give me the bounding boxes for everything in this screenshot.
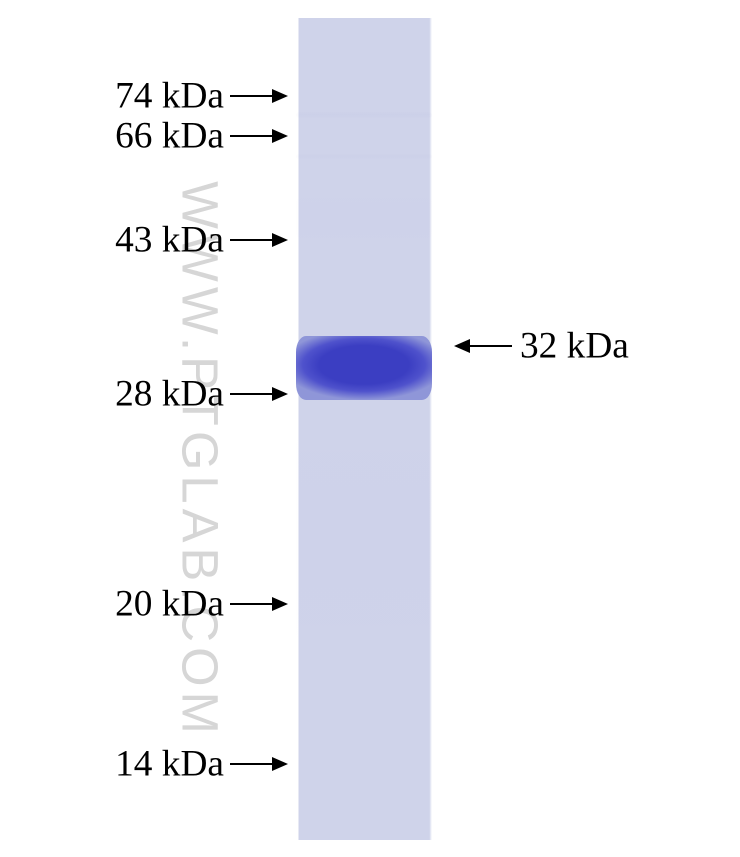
marker-arrow — [230, 95, 288, 97]
marker-arrow — [230, 603, 288, 605]
marker-arrow — [230, 393, 288, 395]
marker-label: 74 kDa — [115, 75, 224, 118]
marker-label: 28 kDa — [115, 373, 224, 416]
marker-label: 20 kDa — [115, 583, 224, 626]
marker-arrow — [230, 135, 288, 137]
product-size-label: 32 kDa — [520, 325, 629, 368]
lane-smudge — [296, 198, 432, 238]
marker-label: 14 kDa — [115, 743, 224, 786]
gel-figure: WWW.PTGLAB.COM 74 kDa66 kDa 43 kDa 28 kDa 2… — [0, 0, 740, 857]
marker-label: 66 kDa — [115, 115, 224, 158]
gel-lane — [296, 18, 432, 840]
marker-arrow — [230, 239, 288, 241]
protein-band-faint — [296, 154, 432, 159]
lane-smudge — [296, 438, 432, 638]
marker-label: 43 kDa — [115, 219, 224, 262]
protein-band-faint — [296, 112, 432, 118]
protein-band-main — [296, 336, 432, 400]
marker-arrow — [230, 763, 288, 765]
watermark-text: WWW.PTGLAB.COM — [171, 181, 230, 739]
product-arrow — [454, 345, 512, 347]
